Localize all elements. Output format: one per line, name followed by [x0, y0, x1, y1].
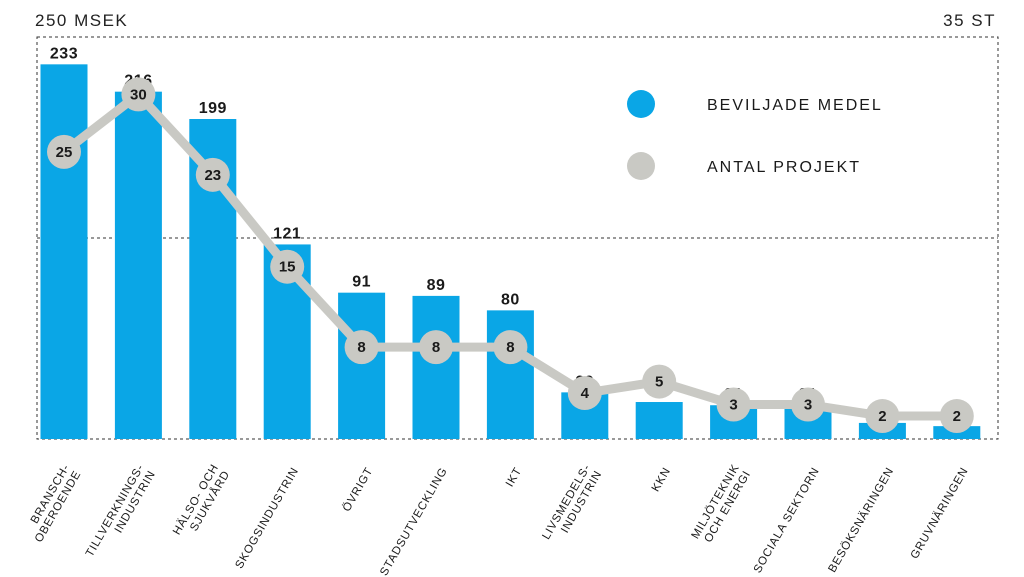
line-point — [270, 249, 305, 284]
line-point-label: 8 — [432, 339, 440, 356]
line-point-label: 2 — [878, 408, 886, 425]
line-point — [716, 387, 751, 422]
line-point — [344, 330, 379, 365]
line-point — [567, 376, 602, 411]
bar — [635, 402, 683, 439]
line-point-label: 8 — [506, 339, 514, 356]
bar-value-label: 89 — [427, 277, 446, 294]
line-point-label: 25 — [56, 144, 73, 161]
line-point-label: 8 — [357, 339, 365, 356]
right-axis-unit-label: 35 ST — [943, 11, 996, 30]
line-point — [865, 399, 900, 434]
line-point — [419, 330, 453, 365]
legend-label-bars: BEVILJADE MEDEL — [707, 97, 883, 114]
line-point — [791, 387, 825, 422]
line-point — [47, 134, 81, 169]
bar-value-label: 80 — [501, 291, 520, 308]
line-point-label: 3 — [804, 397, 812, 414]
bar — [40, 64, 88, 439]
bar — [486, 310, 534, 439]
legend-swatch-bars — [627, 90, 655, 118]
bar — [114, 91, 162, 439]
legend-swatch-line — [627, 152, 655, 180]
line-point-label: 5 — [655, 374, 663, 391]
line-point-label: 30 — [130, 86, 147, 103]
line-point-label: 23 — [204, 167, 221, 184]
legend-label-line: ANTAL PROJEKT — [707, 159, 861, 176]
line-point — [195, 157, 230, 192]
line-point-label: 15 — [279, 259, 296, 276]
line-point — [493, 330, 528, 365]
line-point-label: 3 — [729, 397, 737, 414]
bar-value-label: 121 — [273, 225, 301, 242]
bar-value-label: 91 — [352, 274, 371, 291]
line-point-label: 4 — [581, 385, 590, 402]
line-point — [642, 364, 677, 399]
left-axis-unit-label: 250 MSEK — [35, 11, 128, 30]
bar-value-label: 233 — [50, 45, 78, 62]
bar-value-label: 199 — [199, 100, 227, 117]
bar — [338, 292, 386, 439]
line-point — [939, 399, 974, 434]
line-series-group: 25 30 23 15 8 8 8 4 5 3 3 2 2 — [47, 77, 974, 434]
line-point-label: 2 — [953, 408, 961, 425]
bar — [412, 295, 460, 439]
line-point — [121, 77, 156, 112]
legend: BEVILJADE MEDEL ANTAL PROJEKT — [627, 90, 883, 180]
